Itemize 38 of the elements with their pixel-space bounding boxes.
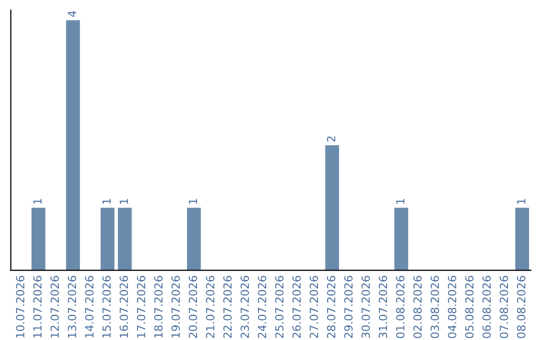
x-tick-label: 03.08.2026 bbox=[430, 276, 440, 338]
x-tick-label: 07.08.2026 bbox=[500, 276, 508, 338]
x-tick-label: 27.07.2026 bbox=[310, 276, 318, 338]
x-tick-label: 16.07.2026 bbox=[120, 276, 128, 338]
data-label: 1 bbox=[120, 198, 128, 204]
x-tick-label: 26.07.2026 bbox=[292, 276, 301, 338]
x-tick-label: 17.07.2026 bbox=[136, 276, 146, 338]
data-label: 4 bbox=[68, 10, 76, 17]
x-tick-label: 08.08.2026 bbox=[517, 276, 526, 338]
data-label: 1 bbox=[102, 198, 111, 204]
x-tick-label: 04.08.2026 bbox=[448, 276, 456, 338]
x-tick-label: 11.07.2026 bbox=[33, 276, 42, 338]
x-tick-label: 19.07.2026 bbox=[171, 276, 180, 338]
data-label: 1 bbox=[396, 198, 404, 204]
x-tick-label: 31.07.2026 bbox=[378, 276, 388, 338]
x-tick-label: 18.07.2026 bbox=[154, 276, 163, 338]
x-tick-label: 23.07.2026 bbox=[240, 276, 249, 338]
x-tick-label: 05.08.2026 bbox=[465, 276, 474, 338]
x-tick-label: 01.08.2026 bbox=[396, 276, 404, 338]
x-tick-label: 28.07.2026 bbox=[326, 276, 336, 338]
x-tick-label: 29.07.2026 bbox=[344, 276, 353, 338]
x-tick-label: 20.07.2026 bbox=[188, 276, 198, 338]
x-tick-label: 10.07.2026 bbox=[16, 276, 24, 338]
x-tick-label: 21.07.2026 bbox=[206, 276, 214, 338]
x-tick-label: 13.07.2026 bbox=[68, 276, 76, 338]
x-tick-label: 12.07.2026 bbox=[50, 276, 59, 338]
data-label: 1 bbox=[188, 198, 197, 204]
x-tick-label: 30.07.2026 bbox=[362, 276, 370, 338]
x-tick-label: 22.07.2026 bbox=[223, 276, 232, 338]
x-tick-label: 14.07.2026 bbox=[85, 276, 94, 338]
x-tick-label: 24.07.2026 bbox=[258, 276, 266, 338]
x-tick-label: 15.07.2026 bbox=[102, 276, 111, 338]
x-tick-label: 25.07.2026 bbox=[275, 276, 284, 338]
data-label: 1 bbox=[517, 198, 526, 204]
data-label: 2 bbox=[326, 136, 336, 142]
x-tick-label: 06.08.2026 bbox=[482, 276, 491, 338]
x-tick-label: 02.08.2026 bbox=[413, 276, 422, 338]
data-label: 1 bbox=[33, 198, 42, 204]
